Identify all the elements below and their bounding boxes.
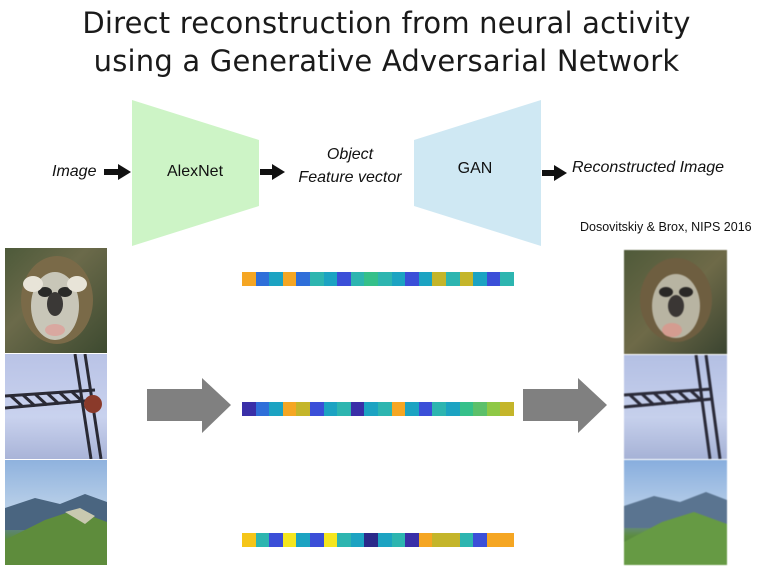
feature-cell xyxy=(296,272,310,286)
feature-cell xyxy=(446,533,460,547)
feature-cell xyxy=(487,272,501,286)
feature-cell xyxy=(296,533,310,547)
feature-cell xyxy=(256,402,270,416)
feature-cell xyxy=(324,272,338,286)
feature-cell xyxy=(337,272,351,286)
feature-cell xyxy=(310,402,324,416)
feature-cell xyxy=(364,402,378,416)
feature-label-line-2: Feature vector xyxy=(290,169,410,187)
arrow-alexnet-to-feature xyxy=(260,164,285,180)
input-image-label: Image xyxy=(52,163,96,181)
output-image-monkey xyxy=(624,250,727,354)
feature-cell xyxy=(432,272,446,286)
feature-cell xyxy=(432,533,446,547)
feature-cell xyxy=(405,272,419,286)
feature-cell xyxy=(487,533,501,547)
feature-cell xyxy=(256,533,270,547)
feature-cell xyxy=(351,533,365,547)
feature-cell xyxy=(392,402,406,416)
feature-cell xyxy=(269,533,283,547)
arrow-image-to-alexnet xyxy=(104,164,131,180)
input-image-monkey xyxy=(5,248,107,353)
feature-label-line-1: Object xyxy=(290,146,410,164)
feature-cell xyxy=(310,272,324,286)
feature-cell xyxy=(419,402,433,416)
feature-cell xyxy=(500,272,514,286)
feature-cell xyxy=(256,272,270,286)
feature-cell xyxy=(242,533,256,547)
feature-cell xyxy=(405,402,419,416)
feature-cell xyxy=(351,272,365,286)
feature-cell xyxy=(419,272,433,286)
feature-cell xyxy=(283,402,297,416)
citation: Dosovitskiy & Brox, NIPS 2016 xyxy=(580,220,752,234)
feature-cell xyxy=(351,402,365,416)
feature-cell xyxy=(500,402,514,416)
feature-cell xyxy=(324,402,338,416)
feature-cell xyxy=(269,272,283,286)
gray-arrow-right xyxy=(523,378,607,433)
feature-cell xyxy=(405,533,419,547)
feature-cell xyxy=(473,402,487,416)
feature-cell xyxy=(269,402,283,416)
feature-cell xyxy=(446,272,460,286)
alexnet-label: AlexNet xyxy=(140,163,250,181)
feature-cell xyxy=(364,533,378,547)
output-image-crane xyxy=(624,355,727,459)
feature-cell xyxy=(460,533,474,547)
feature-cell xyxy=(242,402,256,416)
feature-cell xyxy=(283,533,297,547)
feature-cell xyxy=(460,272,474,286)
feature-cell xyxy=(242,272,256,286)
feature-cell xyxy=(378,272,392,286)
gan-label: GAN xyxy=(430,160,520,178)
feature-cell xyxy=(296,402,310,416)
arrow-gan-to-output xyxy=(542,165,567,181)
input-image-crane xyxy=(5,354,107,459)
gray-arrow-left xyxy=(147,378,231,433)
feature-vector-1 xyxy=(242,272,514,286)
feature-vector-2 xyxy=(242,402,514,416)
feature-cell xyxy=(337,402,351,416)
feature-cell xyxy=(283,272,297,286)
feature-cell xyxy=(337,533,351,547)
feature-cell xyxy=(378,402,392,416)
input-image-mountain xyxy=(5,460,107,565)
feature-cell xyxy=(500,533,514,547)
reconstructed-image-label: Reconstructed Image xyxy=(572,159,724,177)
feature-cell xyxy=(378,533,392,547)
feature-vector-3 xyxy=(242,533,514,547)
feature-cell xyxy=(473,272,487,286)
feature-cell xyxy=(419,533,433,547)
feature-cell xyxy=(446,402,460,416)
feature-cell xyxy=(487,402,501,416)
feature-cell xyxy=(473,533,487,547)
output-image-mountain xyxy=(624,460,727,565)
feature-cell xyxy=(324,533,338,547)
feature-cell xyxy=(392,272,406,286)
feature-cell xyxy=(364,272,378,286)
feature-cell xyxy=(460,402,474,416)
feature-cell xyxy=(310,533,324,547)
feature-cell xyxy=(432,402,446,416)
feature-cell xyxy=(392,533,406,547)
